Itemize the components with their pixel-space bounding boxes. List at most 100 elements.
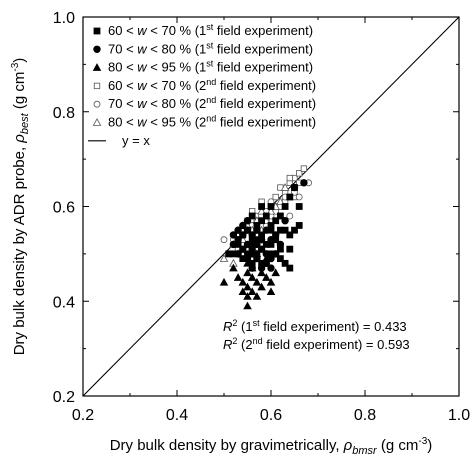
x-tick-label: 0.2	[72, 407, 94, 424]
data-point	[267, 203, 275, 210]
data-point	[276, 240, 285, 249]
data-point	[290, 183, 299, 192]
x-tick-label: 0.4	[166, 407, 188, 424]
plot-layer	[82, 16, 460, 397]
data-point	[243, 268, 252, 277]
annotations: R2 (1st field experiment) = 0.433 R2 (2nd…	[223, 318, 410, 352]
data-point	[281, 259, 289, 267]
y-tick-label: 0.6	[53, 200, 75, 217]
data-point	[247, 287, 257, 296]
data-point	[258, 217, 266, 225]
y-axis-title: Dry bulk density by ADR probe, ρbest (g …	[10, 58, 31, 356]
data-point	[238, 287, 248, 296]
data-point	[295, 193, 303, 201]
data-point	[248, 231, 256, 239]
data-point	[243, 240, 252, 249]
data-point	[229, 231, 238, 239]
data-point	[220, 236, 228, 244]
data-point	[262, 226, 270, 234]
data-point	[286, 212, 294, 220]
data-point	[243, 217, 252, 225]
data-point	[262, 254, 271, 262]
data-point	[257, 245, 266, 253]
y-tick-label: 1.0	[53, 10, 75, 27]
data-point	[258, 203, 266, 210]
data-point	[247, 273, 257, 281]
data-point	[281, 217, 289, 225]
data-point	[257, 282, 266, 291]
legend: 60 < w < 70 % (1st field experiment) 70 <…	[88, 22, 316, 148]
data-point	[252, 277, 262, 286]
data-point	[286, 264, 294, 272]
data-point	[229, 263, 238, 272]
data-point	[300, 179, 308, 187]
data-point	[267, 264, 275, 272]
data-point	[281, 226, 289, 234]
data-point	[257, 268, 266, 277]
data-point	[276, 197, 285, 206]
data-point	[243, 292, 252, 300]
data-point	[291, 226, 298, 234]
r-squared-annotation: R2 (1st field experiment) = 0.433	[223, 318, 407, 334]
data-point	[262, 273, 271, 281]
data-point	[239, 231, 247, 239]
data-point	[286, 174, 293, 182]
data-point	[233, 249, 243, 258]
x-axis-title: Dry bulk density by gravimetrically, ρbm…	[110, 436, 433, 457]
data-point	[219, 277, 229, 286]
data-point	[233, 273, 243, 281]
data-point	[257, 235, 266, 244]
data-point	[266, 277, 276, 286]
data-point	[272, 217, 280, 225]
data-point	[243, 258, 252, 267]
data-point	[266, 287, 276, 296]
data-point	[286, 245, 294, 253]
data-point	[262, 212, 270, 220]
data-point	[271, 268, 280, 277]
x-tick-label: 0.6	[260, 407, 282, 424]
data-point	[257, 206, 266, 215]
x-tick-label: 1.0	[448, 407, 470, 424]
data-point	[239, 221, 247, 230]
legend-marker	[93, 45, 101, 53]
data-point	[276, 255, 284, 263]
r-squared-annotation: R2 (2nd field experiment) = 0.593	[223, 336, 410, 352]
y-tick-label: 0.4	[53, 294, 75, 311]
data-point	[239, 245, 247, 253]
data-point	[266, 206, 276, 215]
data-point	[295, 222, 303, 229]
data-point	[253, 226, 261, 234]
data-point	[286, 193, 294, 201]
data-point	[296, 170, 303, 177]
legend-label: y = x	[122, 133, 150, 148]
data-point	[280, 183, 290, 191]
legend-marker	[93, 82, 101, 90]
data-point	[286, 231, 294, 239]
legend-marker	[93, 27, 101, 35]
data-point	[219, 254, 229, 262]
x-tick-label: 0.8	[354, 407, 376, 424]
data-point	[238, 277, 248, 286]
data-point	[272, 193, 279, 201]
data-point	[252, 249, 262, 258]
data-point	[272, 231, 280, 239]
data-point	[281, 203, 289, 210]
legend-label: 60 < w < 70 % (1st field experiment)	[108, 22, 313, 38]
data-point	[272, 250, 280, 258]
legend-label: 70 < w < 80 % (1st field experiment)	[108, 40, 313, 56]
y-tick-label: 0.8	[53, 105, 75, 122]
data-point	[300, 165, 308, 172]
legend-marker	[93, 100, 101, 108]
legend-label: 80 < w < 95 % (1st field experiment)	[108, 59, 313, 75]
y-tick-label: 0.2	[53, 389, 75, 406]
legend-label: 70 < w < 80 % (2nd field experiment)	[108, 95, 316, 111]
data-point	[253, 240, 261, 249]
data-point	[243, 282, 252, 291]
data-point	[267, 235, 275, 244]
data-point	[252, 292, 262, 300]
data-point	[234, 226, 242, 234]
data-point	[243, 301, 252, 310]
data-point	[295, 203, 303, 210]
legend-marker	[92, 63, 102, 71]
